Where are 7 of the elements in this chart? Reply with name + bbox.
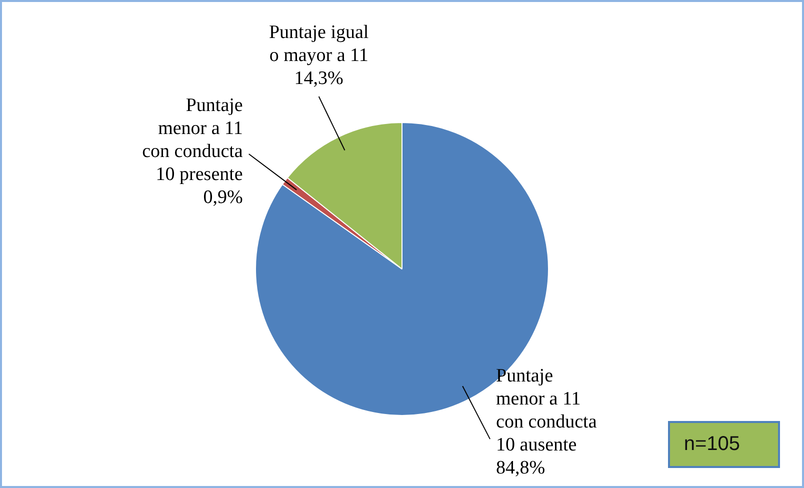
slice-label: Puntaje igual o mayor a 11 (268, 22, 369, 66)
data-label: 14,3% (294, 68, 344, 89)
data-label: 84,8% (496, 457, 546, 478)
slice-label: Puntaje menor a 11 con conducta 10 ausente (496, 365, 598, 456)
text: n=105 (668, 421, 780, 468)
data-label: 0,9% (203, 187, 244, 208)
slice-label: Puntaje menor a 11 con conducta 10 presente (142, 95, 244, 186)
